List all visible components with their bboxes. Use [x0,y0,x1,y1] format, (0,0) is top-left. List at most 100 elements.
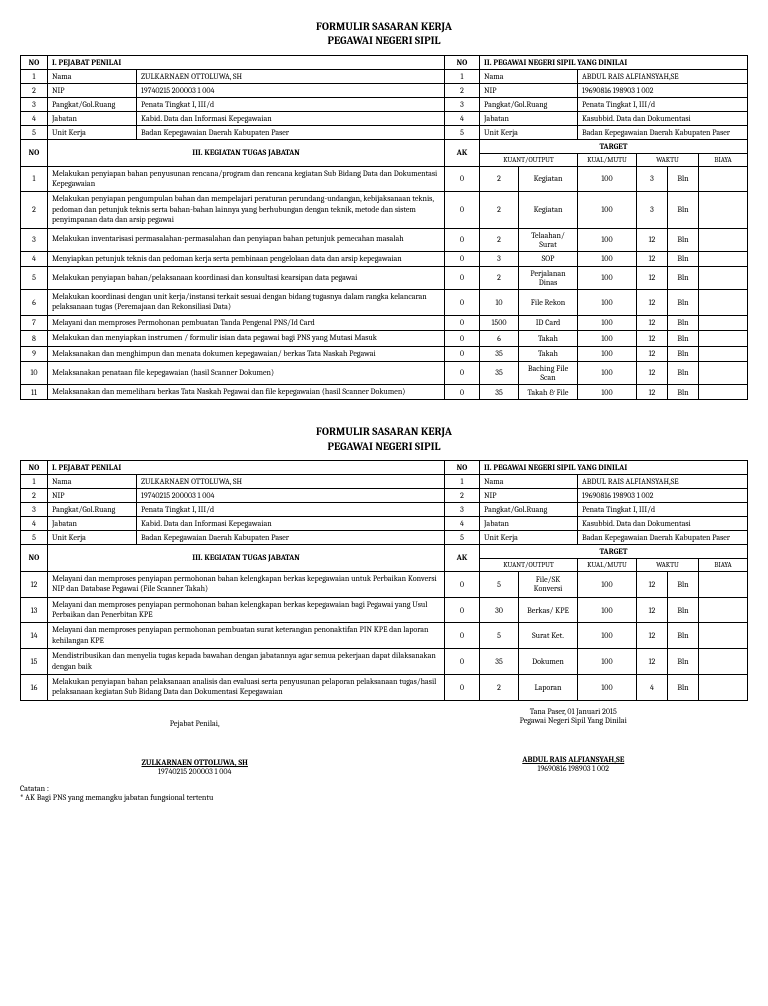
task-qty: 3 [480,251,519,266]
hdr-kuant: KUANT/OUTPUT [480,153,578,166]
task-waktu: 3 [637,192,668,228]
task-no: 5 [21,266,48,289]
hdr-no-tasks: NO [21,139,48,166]
task-desc: Melakukan penyiapan pengumpulan bahan da… [48,192,445,228]
p-r2-l: NIP [48,83,137,97]
task-desc: Mendistribusikan dan menyelia tugas kepa… [48,649,445,675]
task-row: 5Melakukan penyiapan bahan/pelaksanaan k… [21,266,748,289]
task-waktu-unit: Bln [668,166,699,192]
task-kual: 100 [578,192,637,228]
task-desc: Melakukan koordinasi dengan unit kerja/i… [48,289,445,315]
d-r3-v: Penata Tingkat I, III/d [578,97,748,111]
task-row: 7Melayani dan memproses Permohonan pembu… [21,315,748,330]
task-qty: 30 [480,597,519,623]
task-waktu: 12 [637,597,668,623]
hdr-target: TARGET [480,139,748,153]
task-kual: 100 [578,346,637,361]
task-kual: 100 [578,266,637,289]
d2-r2-n: 2 [445,488,480,502]
p2-r2-v: 19740215 200003 1 004 [137,488,445,502]
p2-r5-n: 5 [21,530,48,544]
task-unit: Takah & File [519,384,578,399]
p-r3-v: Penata Tingkat I, III/d [137,97,445,111]
task-kual: 100 [578,675,637,701]
task-row: 9Melaksanakan dan menghimpun dan menata … [21,346,748,361]
task-waktu: 12 [637,571,668,597]
p2-r2-n: 2 [21,488,48,502]
task-biaya [699,228,748,251]
sig-date: Tana Paser, 01 Januari 2015 [399,707,748,716]
d-r4-v: Kasubbid. Data dan Dokumentasi [578,111,748,125]
task-unit: Berkas/ KPE [519,597,578,623]
hdr2-no-left: NO [21,460,48,474]
task-desc: Melayani dan memproses penyiapan permoho… [48,623,445,649]
task-qty: 35 [480,384,519,399]
task-desc: Melaksanakan penataan file kepegawaian (… [48,361,445,384]
task-waktu: 12 [637,251,668,266]
doc-title: FORMULIR SASARAN KERJA PEGAWAI NEGERI SI… [20,20,748,49]
hdr-penilai: I. PEJABAT PENILAI [48,55,445,69]
task-waktu-unit: Bln [668,192,699,228]
title2-line-2: PEGAWAI NEGERI SIPIL [328,440,441,453]
title-line-2: PEGAWAI NEGERI SIPIL [328,34,441,47]
d-r1-v: ABDUL RAIS ALFIANSYAH,SE [578,69,748,83]
note-l1: Catatan : [20,784,49,793]
task-waktu-unit: Bln [668,346,699,361]
task-waktu: 12 [637,649,668,675]
p2-r5-l: Unit Kerja [48,530,137,544]
task-qty: 5 [480,571,519,597]
task-ak: 0 [445,571,480,597]
task-row: 14Melayani dan memproses penyiapan permo… [21,623,748,649]
task-unit: Takah [519,346,578,361]
task-kual: 100 [578,331,637,346]
task-unit: Kegiatan [519,166,578,192]
task-row: 2 Melakukan penyiapan pengumpulan bahan d… [21,192,748,228]
task-biaya [699,192,748,228]
task-ak: 0 [445,166,480,192]
d2-r3-n: 3 [445,502,480,516]
hdr-kegiatan: III. KEGIATAN TUGAS JABATAN [48,139,445,166]
task-no: 7 [21,315,48,330]
hdr-no-right: NO [445,55,480,69]
task-ak: 0 [445,266,480,289]
task-unit: Telaahan/ Surat [519,228,578,251]
task-unit: File Rekon [519,289,578,315]
task-qty: 35 [480,361,519,384]
d-r5-l: Unit Kerja [480,125,578,139]
p2-r1-l: Nama [48,474,137,488]
p-r1-n: 1 [21,69,48,83]
sig-right: Tana Paser, 01 Januari 2015 Pegawai Nege… [399,707,748,776]
sig-right-name: ABDUL RAIS ALFIANSYAH,SE [399,755,748,764]
task-qty: 2 [480,192,519,228]
d2-r2-l: NIP [480,488,578,502]
task-no: 6 [21,289,48,315]
hdr2-no-tasks: NO [21,544,48,571]
task-desc: Melayani dan memproses penyiapan permoho… [48,597,445,623]
task-unit: SOP [519,251,578,266]
task-waktu-unit: Bln [668,571,699,597]
task-biaya [699,346,748,361]
task-row: 4Menyiapkan petunjuk teknis dan pedoman … [21,251,748,266]
task-waktu-unit: Bln [668,597,699,623]
sig-left-name: ZULKARNAEN OTTOLUWA, SH [20,758,369,767]
task-no: 10 [21,361,48,384]
task-ak: 0 [445,289,480,315]
d2-r2-v: 19690816 198903 1 002 [578,488,748,502]
task-desc: Melaksanakan dan memelihara berkas Tata … [48,384,445,399]
p-r5-v: Badan Kepegawaian Daerah Kabupaten Paser [137,125,445,139]
task-no: 16 [21,675,48,701]
d-r2-n: 2 [445,83,480,97]
form-table-2: NO I. PEJABAT PENILAI NO II. PEGAWAI NEG… [20,460,748,701]
task-desc: Melayani dan memproses Permohonan pembua… [48,315,445,330]
p-r1-v: ZULKARNAEN OTTOLUWA, SH [137,69,445,83]
task-qty: 2 [480,266,519,289]
task-ak: 0 [445,315,480,330]
task-row: 3Melakukan inventarisasi permasalahan-pe… [21,228,748,251]
task-biaya [699,623,748,649]
task-biaya [699,675,748,701]
task-row: 12Melayani dan memproses penyiapan permo… [21,571,748,597]
task-row: 10Melaksanakan penataan file kepegawaian… [21,361,748,384]
task-no: 14 [21,623,48,649]
task-desc: Menyiapkan petunjuk teknis dan pedoman k… [48,251,445,266]
d-r1-n: 1 [445,69,480,83]
